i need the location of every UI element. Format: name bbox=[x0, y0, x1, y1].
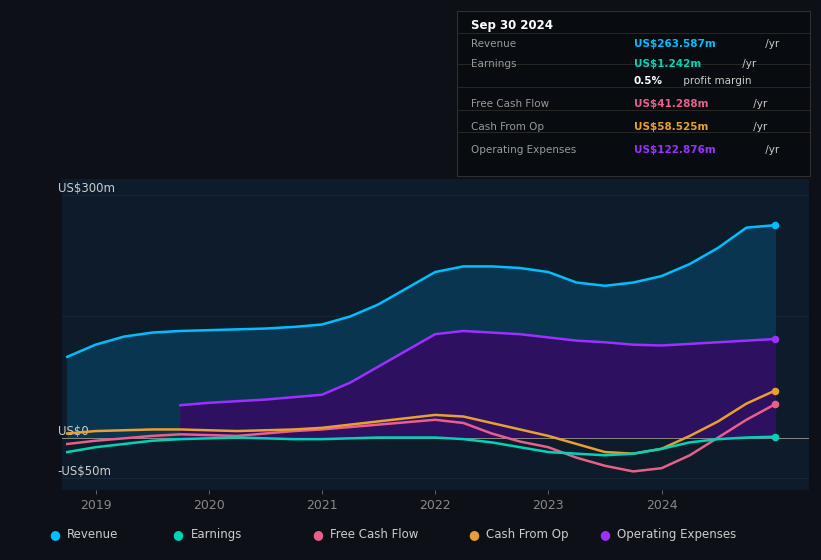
Text: /yr: /yr bbox=[762, 145, 779, 155]
Point bbox=[768, 400, 782, 409]
Text: US$1.242m: US$1.242m bbox=[634, 59, 701, 69]
Text: US$300m: US$300m bbox=[57, 183, 115, 195]
Text: /yr: /yr bbox=[739, 59, 756, 69]
Text: ●: ● bbox=[468, 528, 479, 542]
Text: US$263.587m: US$263.587m bbox=[634, 39, 716, 49]
Text: /yr: /yr bbox=[750, 122, 768, 132]
Text: US$41.288m: US$41.288m bbox=[634, 99, 709, 109]
Text: /yr: /yr bbox=[762, 39, 779, 49]
Text: Operating Expenses: Operating Expenses bbox=[471, 145, 576, 155]
Text: Cash From Op: Cash From Op bbox=[486, 528, 568, 542]
Point bbox=[768, 386, 782, 395]
Text: -US$50m: -US$50m bbox=[57, 465, 112, 478]
Text: US$122.876m: US$122.876m bbox=[634, 145, 716, 155]
Text: Free Cash Flow: Free Cash Flow bbox=[330, 528, 419, 542]
Text: US$0: US$0 bbox=[57, 424, 89, 437]
Text: 0.5%: 0.5% bbox=[634, 76, 663, 86]
Text: ●: ● bbox=[172, 528, 183, 542]
Text: Earnings: Earnings bbox=[190, 528, 242, 542]
Text: Operating Expenses: Operating Expenses bbox=[617, 528, 736, 542]
Text: Sep 30 2024: Sep 30 2024 bbox=[471, 20, 553, 32]
Text: Earnings: Earnings bbox=[471, 59, 517, 69]
Text: /yr: /yr bbox=[750, 99, 768, 109]
Text: Revenue: Revenue bbox=[67, 528, 119, 542]
Text: ●: ● bbox=[599, 528, 610, 542]
Text: US$58.525m: US$58.525m bbox=[634, 122, 709, 132]
Text: ●: ● bbox=[312, 528, 323, 542]
Text: ●: ● bbox=[49, 528, 60, 542]
Text: Free Cash Flow: Free Cash Flow bbox=[471, 99, 549, 109]
Text: Cash From Op: Cash From Op bbox=[471, 122, 544, 132]
Text: Revenue: Revenue bbox=[471, 39, 516, 49]
Point bbox=[768, 221, 782, 230]
Point bbox=[768, 334, 782, 343]
Point bbox=[768, 432, 782, 441]
Text: profit margin: profit margin bbox=[681, 76, 752, 86]
